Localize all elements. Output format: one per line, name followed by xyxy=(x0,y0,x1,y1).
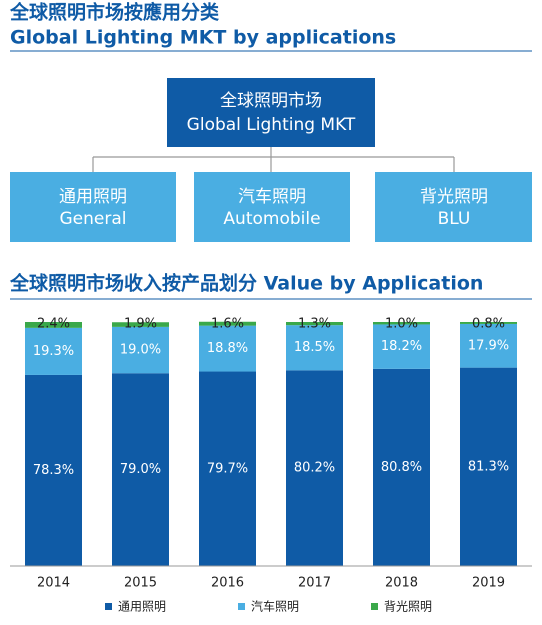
child-box xyxy=(375,172,532,242)
bar-segment xyxy=(373,322,430,325)
value-label: 2.4% xyxy=(37,317,70,332)
legend-label: 通用照明 xyxy=(118,600,166,614)
x-tick-label: 2016 xyxy=(211,576,244,591)
value-label: 79.0% xyxy=(120,462,161,477)
child-label-en: BLU xyxy=(438,209,471,229)
legend-label: 背光照明 xyxy=(384,600,432,614)
value-label: 18.2% xyxy=(381,339,422,354)
root-box xyxy=(167,78,375,147)
x-tick-label: 2017 xyxy=(298,576,331,591)
child-label-cn: 通用照明 xyxy=(59,187,127,207)
value-label: 17.9% xyxy=(468,338,509,353)
value-label: 81.3% xyxy=(468,459,509,474)
x-tick-label: 2019 xyxy=(472,576,505,591)
value-label: 1.9% xyxy=(124,317,157,332)
bar-segment xyxy=(25,327,82,375)
bar-segment xyxy=(460,323,517,368)
legend-swatch xyxy=(371,603,378,610)
value-label: 18.5% xyxy=(294,340,335,355)
child-box xyxy=(10,172,176,242)
legend-swatch xyxy=(238,603,245,610)
bar-segment xyxy=(373,368,430,566)
bar-segment xyxy=(460,322,517,324)
x-tick-label: 2014 xyxy=(37,576,70,591)
legend-swatch xyxy=(105,603,112,610)
value-label: 0.8% xyxy=(472,317,505,332)
bar-segment xyxy=(199,325,256,372)
legend-label: 汽车照明 xyxy=(251,599,299,614)
bar-segment xyxy=(199,321,256,326)
bar-segment xyxy=(112,326,169,374)
child-label-en: General xyxy=(60,209,127,229)
bar-segment xyxy=(112,322,169,327)
bar-segment xyxy=(112,373,169,566)
bar-segment xyxy=(25,374,82,566)
title-cn: 全球照明市场按應用分类 xyxy=(9,1,219,24)
child-label-cn: 汽车照明 xyxy=(238,187,306,207)
title-en: Global Lighting MKT by applications xyxy=(10,27,396,49)
x-tick-label: 2018 xyxy=(385,576,418,591)
value-label: 80.2% xyxy=(294,461,335,476)
value-label: 19.0% xyxy=(120,343,161,358)
child-label-en: Automobile xyxy=(223,209,320,229)
bar-segment xyxy=(460,367,517,566)
value-label: 19.3% xyxy=(33,344,74,359)
child-box xyxy=(194,172,350,242)
value-label: 1.6% xyxy=(211,316,244,331)
bar-segment xyxy=(199,371,256,566)
value-label: 1.0% xyxy=(385,317,418,332)
root-label-cn: 全球照明市场 xyxy=(220,91,322,111)
bar-segment xyxy=(25,322,82,328)
value-label: 78.3% xyxy=(33,463,74,478)
x-tick-label: 2015 xyxy=(124,576,157,591)
value-label: 1.3% xyxy=(298,317,331,332)
connectors xyxy=(92,147,455,172)
bar-segment xyxy=(286,322,343,326)
chart-title: 全球照明市场收入按产品划分 Value by Application xyxy=(9,272,483,295)
child-label-cn: 背光照明 xyxy=(420,187,488,207)
bar-segment xyxy=(373,324,430,369)
value-label: 80.8% xyxy=(381,460,422,475)
root-label-en: Global Lighting MKT xyxy=(187,115,356,135)
value-label: 18.8% xyxy=(207,341,248,356)
bar-segment xyxy=(286,325,343,371)
bar-segment xyxy=(286,370,343,566)
value-label: 79.7% xyxy=(207,461,248,476)
